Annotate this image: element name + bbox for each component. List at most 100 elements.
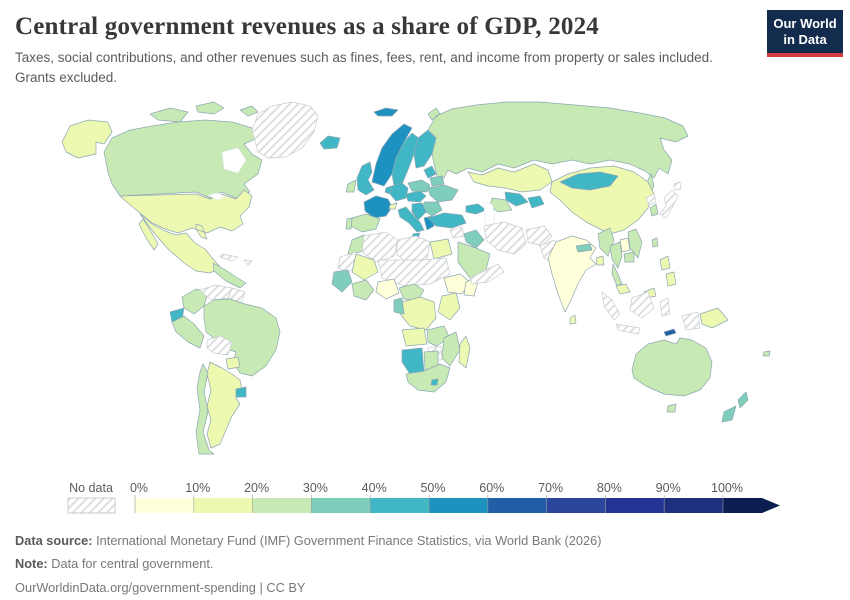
region-nepal[interactable] [575, 243, 593, 253]
region-gabon-congo[interactable] [393, 297, 405, 315]
legend-bin-2[interactable] [252, 497, 312, 513]
region-timor-leste[interactable] [663, 328, 677, 337]
world-map-container [0, 90, 850, 477]
region-afghanistan[interactable] [525, 225, 553, 247]
region-lesotho[interactable] [430, 378, 439, 386]
region-balkans[interactable] [411, 202, 427, 221]
region-ireland[interactable] [345, 179, 357, 193]
region-caucasus[interactable] [465, 203, 487, 215]
region-north-korea[interactable] [645, 193, 657, 206]
legend-bin-3[interactable] [311, 497, 371, 513]
region-switzerland[interactable] [388, 202, 398, 210]
region-cuba[interactable] [219, 253, 239, 262]
region-austria-czechia[interactable] [405, 190, 427, 203]
owid-logo-line1: Our World [773, 16, 837, 31]
region-iran[interactable] [483, 221, 527, 255]
owid-logo[interactable]: Our World in Data [767, 10, 843, 57]
legend-bin-7[interactable] [546, 497, 606, 513]
region-fiji[interactable] [762, 350, 771, 357]
region-canada[interactable] [103, 101, 263, 199]
legend-tick-label: 70% [538, 481, 563, 495]
region-libya[interactable] [395, 235, 431, 263]
region-kenya-tanzania[interactable] [437, 292, 461, 321]
region-mongolia[interactable] [559, 171, 619, 191]
region-yemen-oman[interactable] [469, 263, 505, 285]
region-philippines[interactable] [659, 255, 677, 287]
region-nigeria[interactable] [375, 278, 400, 300]
region-poland[interactable] [407, 179, 431, 193]
region-kyrgyzstan-tajikistan[interactable] [527, 195, 545, 209]
region-germany[interactable] [389, 182, 409, 202]
region-mozambique[interactable] [441, 331, 461, 367]
region-ukraine[interactable] [427, 184, 459, 203]
region-niger-chad-sudan[interactable] [377, 257, 451, 287]
legend-bin-10[interactable] [723, 497, 780, 513]
region-thailand[interactable] [609, 241, 623, 287]
region-new-zealand[interactable] [721, 391, 749, 423]
region-finland[interactable] [413, 129, 437, 169]
citation-line[interactable]: OurWorldinData.org/government-spending |… [15, 580, 306, 596]
region-namibia[interactable] [401, 347, 425, 375]
legend-no-data-swatch[interactable] [67, 497, 116, 514]
region-angola[interactable] [401, 327, 428, 347]
legend-bin-5[interactable] [429, 497, 488, 513]
region-papua-new-guinea[interactable] [699, 307, 729, 329]
region-cambodia[interactable] [623, 251, 635, 263]
region-egypt[interactable] [429, 238, 453, 260]
region-norway[interactable] [371, 123, 413, 187]
region-cameroon-car[interactable] [398, 283, 425, 301]
region-central-america[interactable] [212, 262, 247, 289]
region-syria[interactable] [449, 226, 465, 239]
region-baltics[interactable] [423, 165, 437, 179]
legend-bin-6[interactable] [487, 497, 547, 513]
legend-bin-4[interactable] [370, 497, 429, 513]
region-sri-lanka[interactable] [569, 314, 577, 325]
legend-bin-1[interactable] [193, 497, 253, 513]
region-bangladesh[interactable] [595, 255, 605, 266]
region-uzbekistan[interactable] [504, 191, 529, 207]
region-senegal-guinea[interactable] [331, 269, 353, 293]
region-benelux[interactable] [384, 185, 393, 195]
region-taiwan[interactable] [651, 237, 659, 248]
legend-bin-0[interactable] [135, 497, 194, 513]
region-greenland[interactable] [251, 101, 319, 159]
legend-bin-9[interactable] [664, 497, 723, 513]
region-south-africa[interactable] [405, 363, 451, 393]
region-mali-burkina[interactable] [351, 253, 379, 281]
region-paraguay[interactable] [225, 356, 241, 370]
region-madagascar[interactable] [458, 335, 471, 369]
region-algeria[interactable] [361, 231, 399, 263]
region-argentina[interactable] [206, 361, 243, 449]
legend-tick-label: 30% [303, 481, 328, 495]
region-iceland[interactable] [319, 135, 341, 150]
legend-tick-label: 90% [656, 481, 681, 495]
region-belarus[interactable] [429, 175, 445, 187]
region-uruguay[interactable] [235, 386, 247, 398]
region-portugal[interactable] [345, 217, 353, 230]
region-mexico[interactable] [138, 213, 222, 274]
region-svalbard[interactable] [373, 107, 399, 117]
region-south-korea[interactable] [649, 203, 659, 217]
region-laos[interactable] [619, 237, 631, 253]
region-turkey[interactable] [427, 212, 467, 229]
region-usa[interactable] [61, 119, 253, 240]
region-vietnam[interactable] [627, 228, 643, 259]
region-west-africa-coast[interactable] [351, 279, 375, 301]
region-indonesia[interactable] [601, 291, 701, 335]
region-france[interactable] [363, 195, 393, 219]
region-dr-congo[interactable] [399, 296, 437, 331]
region-india[interactable] [547, 235, 597, 313]
region-chile[interactable] [195, 363, 215, 455]
region-bolivia[interactable] [206, 335, 233, 356]
region-hispaniola[interactable] [243, 259, 253, 266]
region-japan[interactable] [659, 181, 682, 219]
region-peru[interactable] [171, 315, 205, 349]
region-romania-bulgaria[interactable] [422, 201, 443, 217]
region-malaysia[interactable] [615, 283, 657, 299]
map-legend: No data 0% 10% 20% 30% 40% 50% 60% 70% 80% 90% 100… [67, 481, 780, 514]
region-iraq[interactable] [463, 229, 485, 249]
region-uk[interactable] [356, 161, 375, 196]
legend-bin-8[interactable] [605, 497, 665, 513]
region-australia[interactable] [631, 337, 713, 413]
